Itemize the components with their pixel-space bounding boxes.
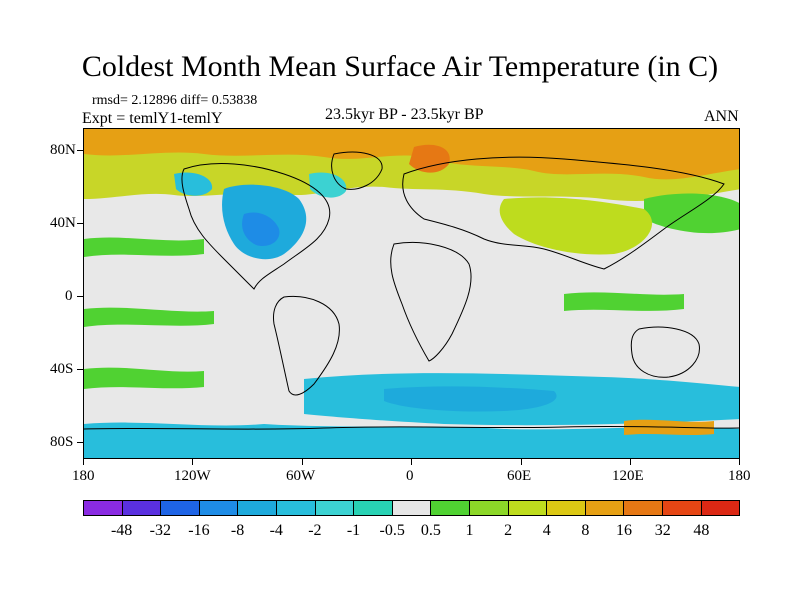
colorbar-label: 1 (465, 522, 474, 539)
colorbar-bin (392, 501, 432, 515)
colorbar-bin (238, 501, 277, 515)
x-tick (192, 459, 193, 465)
y-tick (77, 150, 83, 151)
colorbar-label: -4 (269, 522, 283, 539)
tropical-green-band-1 (84, 237, 204, 257)
indian-ocean-green (564, 292, 684, 311)
season-label: ANN (704, 108, 739, 125)
colorbar-bin (431, 501, 470, 515)
coast-australia (630, 326, 700, 378)
colorbar-label: -1 (346, 522, 361, 539)
colorbar-bin (508, 501, 548, 515)
x-label-0: 0 (406, 468, 414, 484)
stats-text: rmsd= 2.12896 diff= 0.53838 (92, 93, 258, 108)
south-pacific-green (84, 367, 204, 389)
colorbar-bin (122, 501, 162, 515)
colorbar-bin (624, 501, 663, 515)
colorbar-bin (199, 501, 239, 515)
coast-africa (390, 242, 472, 362)
x-tick (739, 459, 740, 465)
temperature-map (83, 128, 740, 459)
x-label-180e: 180 (728, 468, 751, 484)
map-svg (84, 129, 739, 458)
experiment-label: Expt = temlY1-temlY (82, 110, 223, 127)
colorbar-bin (701, 501, 740, 515)
colorbar-label: -2 (308, 522, 322, 539)
arctic-orange-region (84, 129, 739, 180)
colorbar-label: 16 (616, 522, 633, 539)
x-label-60e: 60E (507, 468, 532, 484)
colorbar-label: 48 (693, 522, 710, 539)
y-label-0: 0 (65, 288, 73, 304)
colorbar-bin (469, 501, 509, 515)
coast-north-america (181, 163, 331, 290)
x-tick (521, 459, 522, 465)
colorbar-bin (276, 501, 316, 515)
y-label-80n: 80N (50, 142, 76, 158)
colorbar-bin (315, 501, 355, 515)
colorbar-label: 2 (504, 522, 513, 539)
colorbar-bin (547, 501, 586, 515)
x-tick (630, 459, 631, 465)
colorbar-label: 0.5 (420, 522, 441, 539)
north-pacific-green (644, 193, 739, 234)
colorbar (83, 500, 740, 516)
y-label-40n: 40N (50, 215, 76, 231)
y-tick (77, 369, 83, 370)
coast-antarctica (84, 425, 739, 430)
colorbar-label: -48 (110, 522, 133, 539)
colorbar-bin (84, 501, 123, 515)
chart-title: Coldest Month Mean Surface Air Temperatu… (81, 50, 719, 83)
y-tick (77, 442, 83, 443)
colorbar-bin (354, 501, 393, 515)
y-tick (77, 223, 83, 224)
colorbar-bin (161, 501, 200, 515)
x-label-120w: 120W (174, 468, 211, 484)
north-america-cold-core (242, 212, 280, 247)
colorbar-label: 4 (542, 522, 551, 539)
x-label-180w: 180 (72, 468, 95, 484)
antarctic-margin (84, 422, 739, 458)
colorbar-label: -8 (230, 522, 245, 539)
y-label-40s: 40S (50, 361, 74, 377)
colorbar-label: 8 (581, 522, 590, 539)
x-tick (302, 459, 303, 465)
x-label-60w: 60W (286, 468, 316, 484)
x-label-120e: 120E (612, 468, 644, 484)
tropical-green-band-2 (84, 307, 214, 327)
coast-south-america (273, 295, 340, 396)
colorbar-label: -16 (188, 522, 210, 539)
southern-ocean-cold-core (384, 386, 557, 412)
colorbar-bin (662, 501, 702, 515)
colorbar-label: -32 (149, 522, 171, 539)
x-tick (411, 459, 412, 465)
y-label-80s: 80S (50, 434, 74, 450)
colorbar-label: 32 (654, 522, 671, 539)
asia-warm (499, 197, 653, 255)
x-tick (83, 459, 84, 465)
period-label: 23.5kyr BP - 23.5kyr BP (325, 106, 484, 123)
colorbar-label: -0.5 (379, 522, 405, 539)
coast-eurasia (402, 156, 725, 270)
coast-greenland (331, 151, 383, 190)
y-tick (77, 296, 83, 297)
siberia-hotspot (409, 144, 450, 173)
colorbar-bin (585, 501, 625, 515)
coastlines (84, 151, 739, 430)
